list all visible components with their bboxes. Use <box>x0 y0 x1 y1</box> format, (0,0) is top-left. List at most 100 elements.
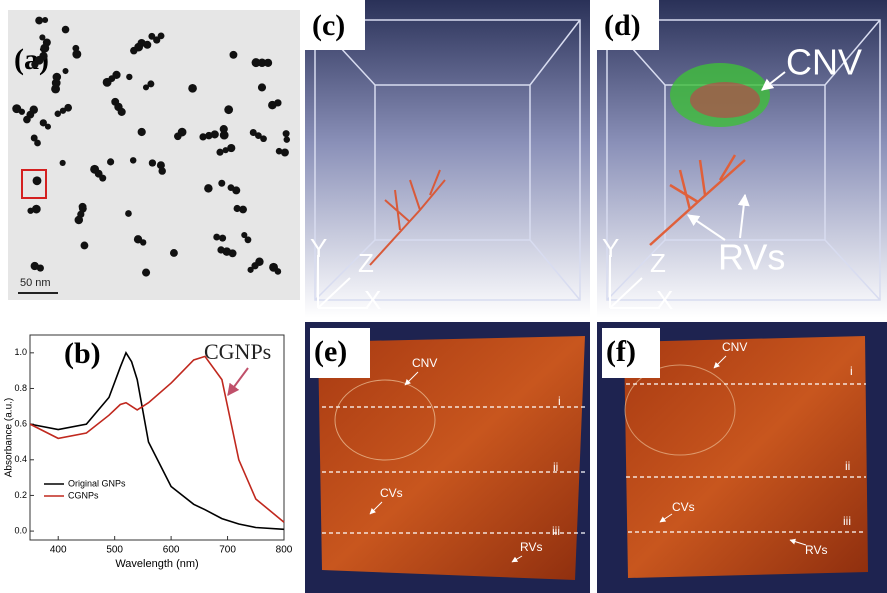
particle <box>142 269 150 277</box>
particle <box>174 132 182 140</box>
panel-f: (f) CNV CVs RVs i ii iii <box>597 322 887 593</box>
annotation: CGNPs <box>204 339 271 364</box>
particle <box>75 216 83 224</box>
particle <box>158 32 165 39</box>
particle <box>260 135 267 142</box>
x-tick-label: 700 <box>219 545 236 556</box>
particle <box>230 51 238 59</box>
line-iii: iii <box>552 524 560 538</box>
particle <box>224 105 233 114</box>
particle <box>55 111 61 117</box>
particle <box>99 175 106 182</box>
particle <box>245 236 252 243</box>
panel-label: (f) <box>606 335 636 368</box>
particle <box>134 43 143 52</box>
particle <box>234 205 241 212</box>
axis-z: Z <box>650 248 666 278</box>
panel-b: 400 500 600 700 800 0.0 0.2 0.4 0.6 0.8 1.0 Wavelen… <box>4 335 293 570</box>
particle <box>188 84 197 93</box>
particle <box>213 234 220 241</box>
particle <box>72 45 79 52</box>
x-tick-label: 400 <box>50 545 67 556</box>
y-axis-label: Absorbance (a.u.) <box>4 398 15 478</box>
particle <box>62 26 70 34</box>
panel-label: (b) <box>64 337 101 370</box>
x-tick-label: 800 <box>276 545 293 556</box>
particle <box>216 149 223 156</box>
axis-x: X <box>656 285 673 315</box>
particle <box>148 33 155 40</box>
panel-a: (a) 50 nm <box>8 10 300 300</box>
particle <box>211 130 219 138</box>
panel-d: (d) CNV RVs Y Z X <box>597 0 887 318</box>
particle <box>53 73 62 82</box>
line-ii: ii <box>845 459 850 473</box>
line-i: i <box>558 394 561 408</box>
particle <box>35 17 43 25</box>
scale-bar-label: 50 nm <box>20 277 51 289</box>
annotation-rvs: RVs <box>718 237 785 278</box>
particle <box>264 59 272 67</box>
x-tick-label: 600 <box>163 545 180 556</box>
particle <box>204 184 212 192</box>
annotation-cvs: CVs <box>672 500 695 514</box>
particle <box>125 210 132 217</box>
legend-label: CGNPs <box>68 490 99 500</box>
x-tick-label: 500 <box>106 545 123 556</box>
particle <box>217 246 224 253</box>
axis-z: Z <box>358 248 374 278</box>
particle <box>258 83 266 91</box>
particle <box>27 208 33 214</box>
particle <box>134 235 142 243</box>
particle <box>31 61 38 68</box>
particle <box>247 267 253 273</box>
figure: (a) 50 nm (c) Y Z X (d) CNV RVs Y Z X (e… <box>0 0 887 593</box>
particle <box>219 235 226 242</box>
cnv-signal <box>690 82 760 118</box>
line-i: i <box>850 364 853 378</box>
particle <box>284 136 290 142</box>
y-tick-label: 0.4 <box>14 454 27 464</box>
axis-x: X <box>364 285 381 315</box>
y-tick-label: 0.0 <box>14 525 27 535</box>
line-iii: iii <box>843 514 851 528</box>
particle <box>220 125 228 133</box>
particle <box>126 74 132 80</box>
annotation-cvs: CVs <box>380 486 403 500</box>
particle <box>281 149 289 157</box>
particle <box>158 167 165 174</box>
axis-y: Y <box>310 233 327 263</box>
tem-image <box>8 10 300 300</box>
annotation-cnv: CNV <box>786 42 862 83</box>
annotation-rvs: RVs <box>520 540 542 554</box>
particle <box>45 124 51 130</box>
annotation-rvs: RVs <box>805 543 827 557</box>
x-axis-label: Wavelength (nm) <box>115 558 198 570</box>
particle <box>81 242 89 250</box>
particle <box>34 140 41 147</box>
y-tick-label: 0.8 <box>14 383 27 393</box>
y-tick-label: 1.0 <box>14 347 27 357</box>
panel-label: (e) <box>314 335 347 368</box>
particle <box>170 249 178 257</box>
particle <box>232 186 240 194</box>
axis-y: Y <box>602 233 619 263</box>
particle <box>268 101 277 110</box>
panel-c: (c) Y Z X <box>305 0 590 318</box>
particle <box>143 84 149 90</box>
particle <box>143 41 151 49</box>
annotation-cnv: CNV <box>412 356 437 370</box>
y-tick-label: 0.2 <box>14 490 27 500</box>
particle <box>23 116 31 124</box>
annotation-cnv: CNV <box>722 340 747 354</box>
particle <box>218 180 225 187</box>
particle <box>107 158 114 165</box>
series-line <box>30 353 284 530</box>
tissue <box>624 336 868 578</box>
particle <box>31 262 39 270</box>
annotation-arrow <box>228 368 248 395</box>
particle <box>60 160 66 166</box>
y-tick-label: 0.6 <box>14 419 27 429</box>
particle <box>130 157 137 164</box>
panel-e: (e) CNV CVs RVs i ii iii <box>305 322 590 593</box>
